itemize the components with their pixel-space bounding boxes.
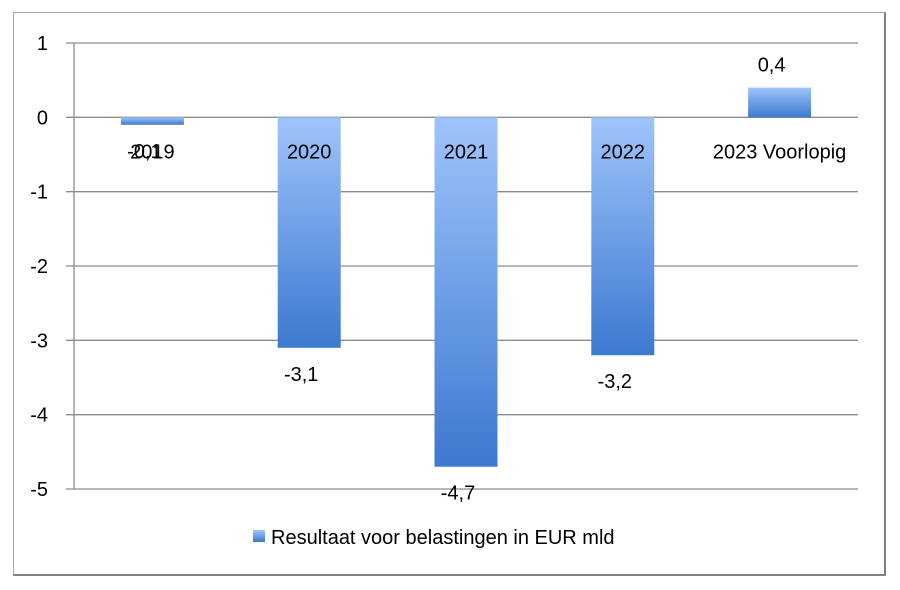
y-tick-label: -4 xyxy=(30,405,48,427)
y-tick-label: -5 xyxy=(30,479,48,501)
data-label: -0,1 xyxy=(127,141,161,163)
category-label: 2019 xyxy=(130,141,175,163)
y-axis-ticks: 1 0 -1 -2 -3 -4 -5 xyxy=(30,33,48,501)
category-labels: 2019 2020 2021 2022 2023 Voorlopig xyxy=(130,141,846,163)
legend-label: Resultaat voor belastingen in EUR mld xyxy=(271,527,615,549)
category-label: 2022 xyxy=(601,141,646,163)
data-label: 0,4 xyxy=(758,55,786,77)
data-label: -3,1 xyxy=(284,364,318,386)
category-label: 2020 xyxy=(287,141,332,163)
bar xyxy=(120,117,184,125)
category-label: 2021 xyxy=(444,141,489,163)
y-tick-label: -2 xyxy=(30,256,48,278)
legend-swatch xyxy=(253,530,265,542)
legend: Resultaat voor belastingen in EUR mld xyxy=(253,527,615,549)
category-label: 2023 Voorlopig xyxy=(713,141,846,163)
bar xyxy=(277,117,341,348)
y-tick-label: -1 xyxy=(30,182,48,204)
bar xyxy=(748,87,812,118)
bar xyxy=(591,117,655,356)
y-tick-label: -3 xyxy=(30,330,48,352)
data-label: -3,2 xyxy=(598,371,632,393)
y-tick-label: 0 xyxy=(37,107,48,129)
data-labels: -0,1 -3,1 -4,7 -3,2 0,4 xyxy=(127,55,785,505)
y-tick-label: 1 xyxy=(37,33,48,55)
bar xyxy=(434,117,498,467)
bars xyxy=(120,87,812,467)
data-label: -4,7 xyxy=(441,483,475,505)
